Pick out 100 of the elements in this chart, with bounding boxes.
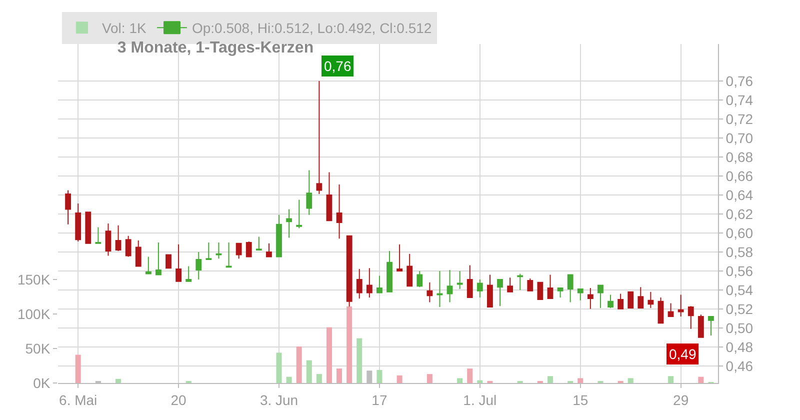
candlestick [527,278,534,292]
y-tick-label: 0,72 [726,110,754,127]
candlestick [456,270,463,290]
bar [116,378,122,383]
candlestick [266,242,272,258]
candlestick [476,279,483,298]
candlestick [276,214,282,258]
candlestick [648,291,654,308]
bar [547,376,553,383]
candlestick [95,226,102,244]
y-tick-label: 0,70 [726,130,754,146]
candlestick [216,242,222,260]
candlestick [487,274,493,308]
candlestick [678,294,684,318]
candlestick [256,236,262,251]
candlestick [386,250,392,292]
y-tick-label: 0,66 [726,168,754,184]
candlestick [466,264,473,298]
candlestick [537,282,544,300]
y-tick-label: 0,60 [726,224,754,241]
bar [356,338,362,383]
candlestick [618,293,624,310]
y-tick-label: 0,62 [726,206,754,222]
candlestick [176,244,182,282]
candlestick [426,282,433,303]
candlestick [497,279,503,307]
bar [628,378,634,383]
y2-tick-label: 100K [17,306,51,322]
bar [426,374,432,383]
candlestick [356,268,362,299]
y-tick-label: 0,68 [726,148,754,165]
candlestick [567,274,574,303]
candlestick [306,170,312,216]
chart-title: 3 Monate, 1-Tages-Kerzen [117,40,314,57]
candlestick [125,235,132,258]
bar [698,376,704,383]
annotation: 0,49 [669,346,696,362]
candlestick [206,242,212,260]
bar [306,360,312,383]
candlestick [316,80,322,195]
y-tick-label: 0,58 [726,244,754,260]
candlestick [75,203,82,242]
x-tick-label: 20 [170,392,187,408]
x-tick-label: 1. Jul [463,392,497,408]
legend-label: Op:0.508, Hi:0.512, Lo:0.492, Cl:0.512 [192,20,432,36]
candlestick [366,268,372,298]
candlestick [577,288,584,301]
y-tick-label: 0,76 [726,72,754,89]
candlestick [436,270,443,308]
candlestick [236,242,242,260]
bar [457,378,463,383]
candlestick [156,242,162,276]
candlestick [416,270,423,288]
candlestick [517,273,524,290]
bar [346,306,352,383]
candlestick [587,288,594,310]
candlestick [668,302,674,318]
bar [477,380,483,383]
bar [376,370,382,383]
annotation: 0,76 [324,58,352,74]
candlestick [246,241,252,258]
bar [286,376,292,383]
x-tick-label: 6. Mai [59,392,98,408]
y-tick-label: 0,52 [726,300,754,317]
candlestick [196,251,202,280]
candlestick [698,314,704,338]
y-tick-label: 0,46 [726,358,754,374]
x-tick-label: 17 [372,392,388,408]
candlestick [507,277,514,292]
candlestick [396,244,403,272]
candlestick [446,270,453,303]
candlestick [166,254,172,269]
x-tick-label: 15 [572,392,588,408]
candlestick [85,212,92,244]
candlestick [658,297,664,324]
bar [296,346,302,383]
candlestick [286,208,292,238]
candlestick [608,294,614,308]
candlestick [186,266,192,282]
candlestick [708,316,714,336]
bar [336,368,342,383]
legend-label: Vol: 1K [102,20,147,36]
candlestick [115,224,122,252]
bar [396,375,402,383]
candlestick [296,199,302,229]
candlestick [135,240,142,267]
y2-tick-label: 50K [25,340,51,356]
candlestick [376,275,382,294]
bar [467,368,473,383]
y2-tick-label: 150K [17,272,51,288]
candlestick [547,274,554,299]
bar [316,374,322,383]
candlestick [638,286,644,308]
bar [578,378,584,383]
candlestick [598,284,604,308]
bar [276,352,282,383]
y-tick-label: 0,48 [726,338,754,355]
bar [326,327,332,383]
candlestick [406,253,413,287]
y2-tick-label: 0K [33,374,51,391]
